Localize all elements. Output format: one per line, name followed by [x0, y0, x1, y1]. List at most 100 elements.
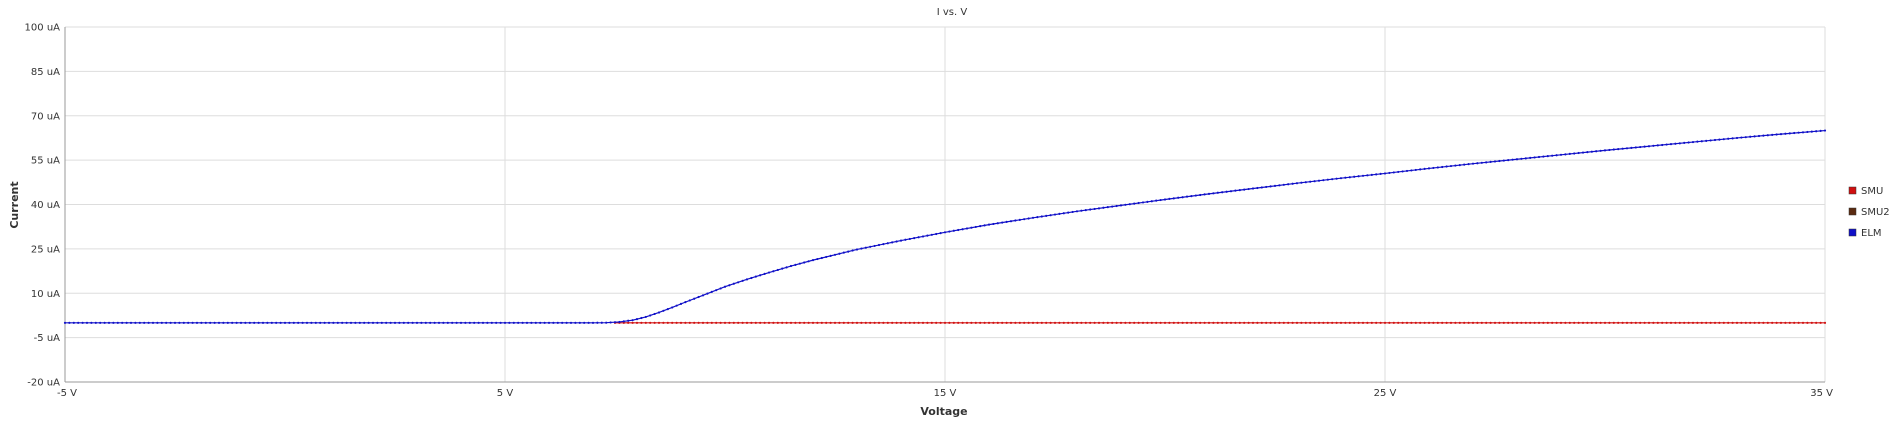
data-point: [1106, 206, 1109, 209]
data-point: [983, 224, 986, 227]
data-point: [1278, 184, 1281, 187]
data-point: [1463, 321, 1466, 324]
data-point: [160, 321, 163, 324]
data-point: [904, 321, 907, 324]
data-point: [275, 321, 278, 324]
data-point: [1040, 215, 1043, 218]
data-point: [1141, 201, 1145, 204]
data-point: [1203, 321, 1206, 324]
y-tick-label: 85 uA: [31, 67, 60, 78]
y-tick-label: 55 uA: [31, 156, 60, 167]
data-point: [1075, 321, 1079, 324]
data-point: [1617, 321, 1620, 324]
data-point: [1093, 321, 1096, 324]
data-point: [437, 321, 441, 324]
data-point: [1001, 221, 1004, 224]
data-point: [860, 321, 863, 324]
data-point: [99, 321, 102, 324]
data-point: [719, 321, 722, 324]
data-point: [1511, 321, 1514, 324]
data-point: [1722, 321, 1725, 324]
data-point: [772, 321, 775, 324]
data-point: [1559, 153, 1563, 156]
data-point: [1058, 212, 1061, 216]
data-point: [697, 295, 700, 299]
data-point: [1700, 140, 1703, 143]
data-point: [627, 321, 630, 324]
data-point: [1111, 205, 1114, 208]
data-point: [1287, 183, 1290, 186]
data-point: [666, 321, 669, 324]
data-point: [1317, 179, 1321, 182]
data-point: [1339, 321, 1343, 324]
data-point: [310, 321, 313, 324]
data-point: [283, 321, 287, 324]
data-point: [1414, 321, 1417, 324]
data-point: [336, 321, 339, 324]
data-point: [1801, 131, 1805, 134]
data-point: [1353, 321, 1356, 324]
data-point: [1612, 321, 1615, 324]
data-point: [935, 321, 938, 324]
data-point: [380, 321, 383, 324]
data-point: [209, 321, 212, 324]
data-point: [1181, 196, 1184, 199]
data-point: [1309, 180, 1312, 183]
data-point: [1067, 211, 1070, 214]
data-point: [1375, 321, 1378, 324]
data-point: [319, 321, 322, 324]
data-point: [1753, 321, 1756, 324]
data-point: [169, 321, 172, 324]
data-point: [1762, 321, 1765, 324]
data-point: [1810, 130, 1813, 133]
data-point: [1581, 321, 1585, 324]
data-point: [1256, 321, 1259, 324]
data-point: [402, 321, 405, 324]
data-point: [1375, 173, 1378, 176]
data-point: [217, 321, 221, 324]
data-point: [1339, 177, 1343, 180]
data-point: [1071, 210, 1074, 214]
data-point: [877, 243, 881, 247]
data-point: [1771, 321, 1774, 324]
data-point: [1788, 132, 1791, 135]
data-point: [200, 321, 203, 324]
data-point: [838, 252, 841, 255]
data-point: [1282, 183, 1285, 186]
data-point: [1111, 321, 1114, 324]
y-tick-label: 10 uA: [31, 289, 60, 300]
data-point: [644, 321, 647, 324]
data-point: [609, 321, 612, 324]
data-point: [1621, 321, 1624, 324]
data-point: [833, 321, 837, 324]
data-point: [798, 321, 801, 324]
series-layer: [63, 129, 1827, 324]
data-point: [1515, 321, 1519, 324]
data-point: [1027, 217, 1030, 220]
data-point: [385, 321, 388, 324]
data-point: [622, 320, 625, 323]
data-point: [1722, 138, 1725, 141]
data-point: [63, 321, 67, 324]
data-point: [1489, 321, 1492, 324]
data-point: [679, 302, 683, 305]
data-point: [1221, 191, 1224, 194]
data-point: [433, 321, 436, 324]
data-point: [1221, 321, 1224, 324]
data-point: [675, 304, 678, 307]
data-point: [1181, 321, 1184, 324]
legend-swatch: [1848, 207, 1857, 216]
data-point: [231, 321, 234, 324]
legend-label: SMU: [1861, 186, 1883, 197]
data-point: [1727, 321, 1730, 324]
data-point: [1485, 321, 1488, 324]
data-point: [345, 321, 348, 324]
data-point: [1023, 218, 1026, 221]
data-point: [1568, 152, 1571, 156]
data-point: [1520, 157, 1523, 160]
data-point: [895, 240, 898, 243]
data-point: [710, 321, 713, 324]
data-point: [1278, 321, 1281, 324]
data-point: [1806, 321, 1809, 324]
data-point: [785, 321, 788, 324]
